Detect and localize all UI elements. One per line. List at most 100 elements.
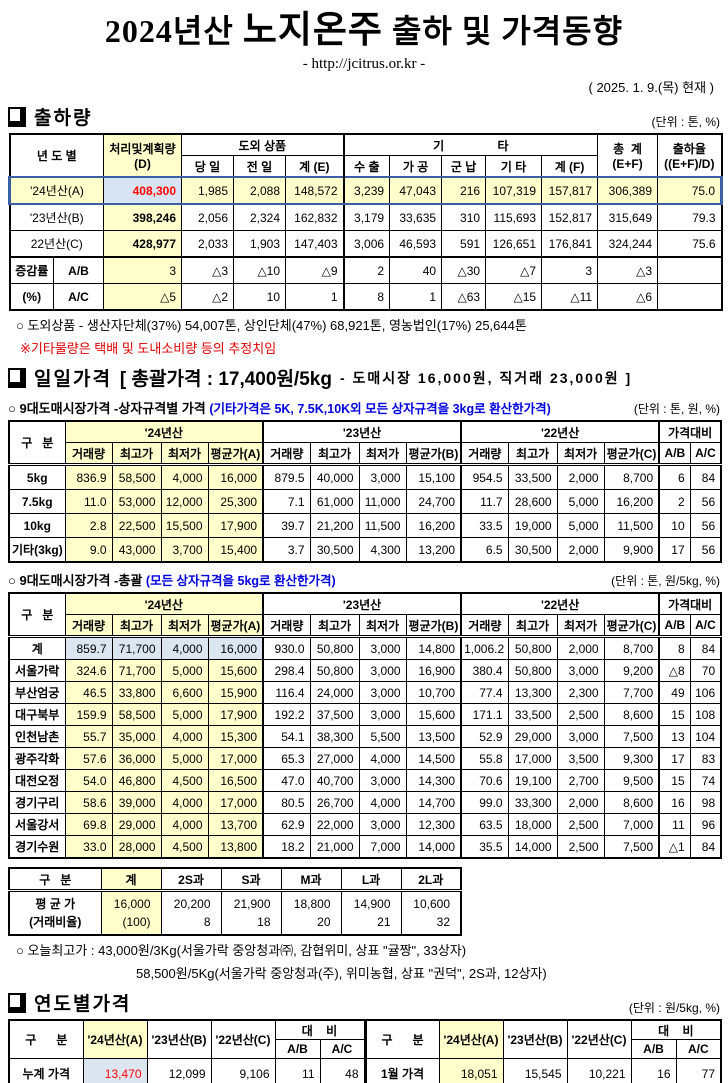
price-data-cell: 62.9 bbox=[262, 813, 311, 837]
fruit-size-average-table: 구 분 계 2S과 S과 M과 L과 2L과 평 균 가 (거래비율) 16,0… bbox=[8, 867, 462, 937]
price-row: 경기수원 33.0 28,000 4,500 13,800 18.2 21,000 7,000… bbox=[8, 835, 722, 859]
price-data-cell: 7,500 bbox=[603, 835, 660, 859]
price-data-cell: 15,500 bbox=[160, 513, 209, 539]
shipment-data-cell: 315,649 bbox=[597, 203, 659, 232]
sub-header: 최저가 bbox=[160, 614, 209, 638]
price-data-cell: 930.0 bbox=[262, 635, 311, 661]
shipment-data-cell: 46,593 bbox=[389, 230, 443, 258]
january-price-y22: 10,221 bbox=[566, 1058, 632, 1083]
cumulative-price-y24: 13,470 bbox=[82, 1058, 148, 1083]
price-data-cell: 33,800 bbox=[111, 681, 162, 705]
size-avg-price: 16,000 bbox=[113, 896, 151, 911]
price-row: 기타(3kg) 9.0 43,000 3,700 15,400 3.7 30,500 4,30… bbox=[8, 537, 722, 563]
price-data-cell: 14,800 bbox=[405, 635, 462, 661]
price-data-cell: 30,500 bbox=[507, 537, 558, 563]
price-data-cell: 14,500 bbox=[405, 747, 462, 771]
page-title: 2024년산 노지온주 출하 및 가격동향 bbox=[8, 8, 720, 54]
col-header-total-line1: 총 계 bbox=[613, 142, 642, 157]
price-data-cell: 2,500 bbox=[556, 813, 605, 837]
price-data-cell: 7.1 bbox=[262, 489, 311, 515]
yearly-col-ac: A/C bbox=[319, 1039, 366, 1060]
col-header-sum-f: 계 (F) bbox=[541, 155, 599, 178]
etc-estimate-note: ※기타물량은 택배 및 도내소비량 등의 추정치임 bbox=[20, 341, 277, 357]
size-avg-price: 14,900 bbox=[353, 896, 391, 911]
shipment-data-cell: 3,179 bbox=[342, 203, 391, 232]
sub-header: 평균가(B) bbox=[405, 442, 462, 466]
yearly-col-y24: '24년산(A) bbox=[438, 1019, 504, 1060]
shipment-data-cell: △10 bbox=[233, 256, 287, 285]
shipment-data-cell: △3 bbox=[597, 256, 659, 285]
cumulative-price-ab: 11 bbox=[274, 1058, 321, 1083]
col-group-off-island: 도외 상품 bbox=[181, 133, 345, 157]
price-data-cell: 52.9 bbox=[460, 725, 509, 749]
price-data-cell: 25,300 bbox=[207, 489, 264, 515]
price-data-cell: 98 bbox=[689, 791, 722, 815]
price-data-cell: 116.4 bbox=[262, 681, 311, 705]
shipment-data-cell: 79.3 bbox=[657, 203, 723, 232]
price-data-cell: 99.0 bbox=[460, 791, 509, 815]
price-row: 서울가락 324.6 71,700 5,000 15,600 298.4 50,800 3,0… bbox=[8, 659, 722, 683]
price-data-cell: 18,000 bbox=[507, 813, 558, 837]
price-data-cell: 21,000 bbox=[309, 835, 360, 859]
shipment-data-cell: 152,817 bbox=[541, 203, 599, 232]
price-data-cell: 106 bbox=[689, 681, 722, 705]
sub-header: A/C bbox=[689, 442, 722, 466]
size-avg-price: 20,200 bbox=[173, 896, 211, 911]
price-data-cell: 39.7 bbox=[262, 513, 311, 539]
price-data-cell: 192.2 bbox=[262, 703, 311, 727]
price-data-cell: 14,300 bbox=[405, 769, 462, 793]
shipment-data-cell: 40 bbox=[389, 256, 443, 285]
shipment-data-cell: △3 bbox=[181, 256, 235, 285]
price-row-label: 서울강서 bbox=[8, 813, 66, 837]
price-row-label: 10kg bbox=[8, 513, 66, 539]
price-data-cell: 50,800 bbox=[507, 659, 558, 683]
price-data-cell: 16,000 bbox=[207, 635, 264, 661]
price-data-cell: 3,000 bbox=[358, 659, 407, 683]
shipment-data-cell: 2,033 bbox=[181, 230, 235, 258]
price-data-cell: 57.6 bbox=[64, 747, 113, 771]
sub-header: 평균가(C) bbox=[603, 442, 660, 466]
shipment-data-cell: △2 bbox=[181, 283, 235, 311]
price-data-cell: 39,000 bbox=[111, 791, 162, 815]
price-data-cell: 16 bbox=[658, 791, 691, 815]
price-data-cell: 17,000 bbox=[507, 747, 558, 771]
col-group-etc: 기 타 bbox=[342, 133, 599, 157]
price-row: 10kg 2.8 22,500 15,500 17,900 39.7 21,200 11,50… bbox=[8, 513, 722, 539]
daily-summary-sub: - 도매시장 16,000원, 직거래 23,000원 ] bbox=[339, 369, 633, 386]
price-data-cell: 4,300 bbox=[358, 537, 407, 563]
size-trade-ratio: (100) bbox=[122, 915, 151, 930]
price-data-cell: 11.0 bbox=[64, 489, 113, 515]
col-group-y24: '24년산 bbox=[64, 420, 264, 444]
january-price-y23: 15,545 bbox=[502, 1058, 568, 1083]
shipment-data-cell: 1 bbox=[389, 283, 443, 311]
title-product: 노지온주 bbox=[242, 10, 383, 51]
col-header-military: 군 납 bbox=[441, 155, 487, 178]
price-row-label: 계 bbox=[8, 635, 66, 661]
price-data-cell: 2,700 bbox=[556, 769, 605, 793]
off-island-note: ○ 도외상품 - 생산자단체(37%) 54,007톤, 상인단체(47%) 6… bbox=[16, 318, 527, 334]
price-data-cell: 4,500 bbox=[160, 769, 209, 793]
price-data-cell: 5,000 bbox=[160, 703, 209, 727]
price-data-cell: 17,900 bbox=[207, 513, 264, 539]
price-data-cell: 8,700 bbox=[603, 635, 660, 661]
box-table-unit-note: (단위 : 톤, 원, %) bbox=[633, 402, 720, 417]
price-data-cell: 96 bbox=[689, 813, 722, 837]
price-data-cell: 2,500 bbox=[556, 835, 605, 859]
col-group-y23: '23년산 bbox=[262, 592, 462, 616]
col-header-daily: 당 일 bbox=[181, 155, 235, 178]
shipment-data-cell: 10 bbox=[233, 283, 287, 311]
price-data-cell: 83 bbox=[689, 747, 722, 771]
price-data-cell: 13,300 bbox=[507, 681, 558, 705]
sub-header: 거래량 bbox=[262, 614, 311, 638]
box-size-price-table: 구 분 '24년산 '23년산 '22년산 가격대비 거래량 최고가 최저가 평… bbox=[8, 420, 723, 564]
size-avg-price: 10,600 bbox=[413, 896, 450, 911]
yearly-col-y22: '22년산(C) bbox=[566, 1019, 632, 1060]
price-data-cell: 33.5 bbox=[460, 513, 509, 539]
shipment-data-cell: 176,841 bbox=[541, 230, 599, 258]
price-data-cell: 40,000 bbox=[309, 463, 360, 491]
price-row: 서울강서 69.8 29,000 4,000 13,700 62.9 22,000 3,000… bbox=[8, 813, 722, 837]
price-row-label: 대구북부 bbox=[8, 703, 66, 727]
market-price-table: 구 분 '24년산 '23년산 '22년산 가격대비 거래량 최고가 최저가 평… bbox=[8, 592, 723, 860]
size-col-header: M과 bbox=[280, 867, 342, 892]
